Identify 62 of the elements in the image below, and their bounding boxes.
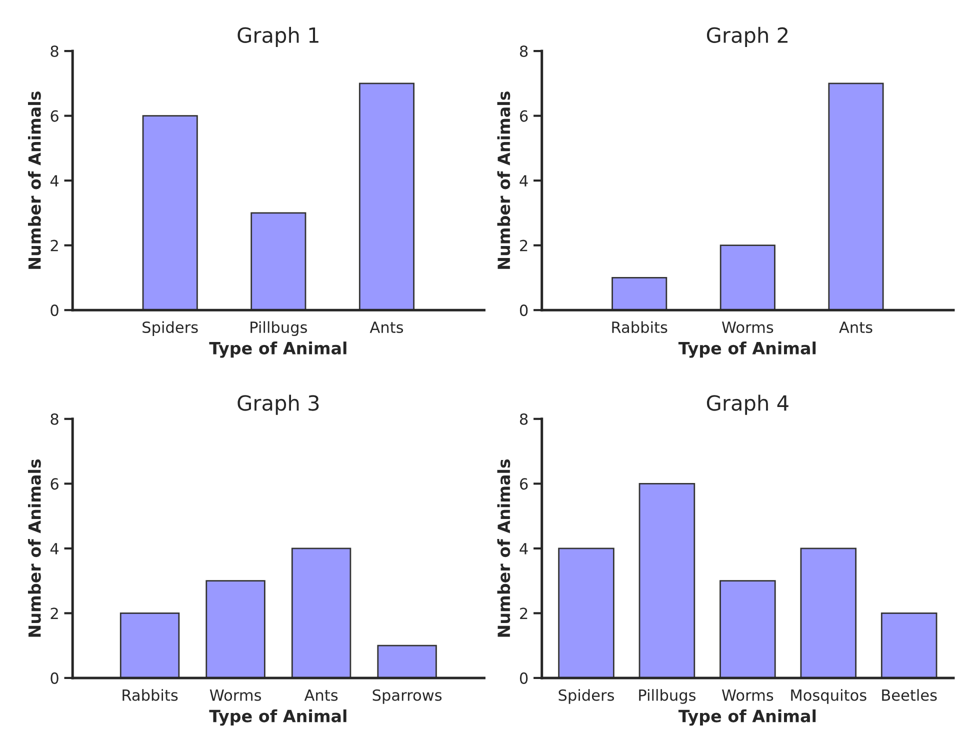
x-tick-label: Mosquitos xyxy=(791,689,866,704)
x-tick-label: Ants xyxy=(839,322,872,334)
bar xyxy=(206,580,266,678)
bar xyxy=(880,612,938,678)
bar xyxy=(638,482,696,678)
y-tick-label: 4 xyxy=(50,543,59,554)
x-tick-label: Pillbugs xyxy=(250,321,307,336)
y-tick-label: 2 xyxy=(50,608,58,620)
y-tick-label: 8 xyxy=(520,45,528,58)
y-tick-label: 0 xyxy=(50,672,58,684)
y-tick-label: 6 xyxy=(50,110,58,122)
x-axis-title: Type of Animal xyxy=(678,342,816,358)
y-tick-label: 6 xyxy=(520,478,528,490)
y-tick-label: 8 xyxy=(520,413,528,425)
x-axis-title: Type of Animal xyxy=(678,709,816,726)
bar xyxy=(291,548,352,678)
y-tick-label: 6 xyxy=(50,478,58,490)
x-tick-label: Ants xyxy=(304,690,338,701)
chart-title: Graph 1 xyxy=(238,26,318,48)
x-tick-label: Worms xyxy=(722,690,774,701)
y-tick-label: 2 xyxy=(520,240,528,252)
y-axis-title: Number of Animals xyxy=(28,459,41,637)
y-axis-title: Number of Animals xyxy=(497,92,510,269)
bar xyxy=(828,82,884,310)
chart-title: Graph 4 xyxy=(706,394,788,415)
y-tick-label: 2 xyxy=(520,608,528,620)
bar xyxy=(120,612,180,678)
x-tick-label: Rabbits xyxy=(122,689,178,701)
chart-title: Graph 2 xyxy=(706,26,788,48)
y-tick-label: 8 xyxy=(50,413,58,425)
bar xyxy=(558,548,614,678)
x-tick-label: Rabbits xyxy=(612,321,668,334)
bar xyxy=(142,115,198,310)
x-tick-label: Pillbugs xyxy=(639,689,696,704)
y-tick-label: 4 xyxy=(520,543,528,554)
bar xyxy=(250,212,306,310)
x-tick-label: Spiders xyxy=(142,321,198,336)
x-tick-label: Worms xyxy=(210,690,261,701)
x-axis-title: Type of Animal xyxy=(209,342,346,358)
y-tick-label: 0 xyxy=(520,304,528,316)
x-tick-label: Ants xyxy=(370,322,404,334)
bar xyxy=(612,277,668,310)
x-axis-title: Type of Animal xyxy=(209,709,346,726)
y-tick-label: 0 xyxy=(520,672,528,684)
y-tick-label: 6 xyxy=(520,110,528,122)
y-tick-label: 4 xyxy=(520,175,528,186)
bar xyxy=(800,548,857,678)
y-tick-label: 0 xyxy=(50,304,58,316)
y-tick-label: 2 xyxy=(50,240,58,252)
y-tick-label: 4 xyxy=(50,175,59,186)
y-axis-title: Number of Animals xyxy=(497,459,510,637)
x-tick-label: Sparrows xyxy=(372,689,442,704)
bar xyxy=(720,244,776,310)
bar xyxy=(377,644,437,678)
y-tick-label: 8 xyxy=(50,45,58,58)
bar xyxy=(358,82,415,310)
x-tick-label: Worms xyxy=(722,322,774,334)
x-tick-label: Beetles xyxy=(882,689,937,701)
x-tick-label: Spiders xyxy=(558,689,614,704)
bar xyxy=(720,580,776,678)
y-axis-title: Number of Animals xyxy=(28,92,41,269)
chart-title: Graph 3 xyxy=(238,394,319,415)
